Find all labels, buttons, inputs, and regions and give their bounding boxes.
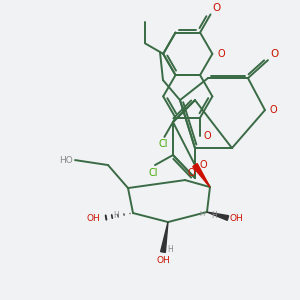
Text: OH: OH <box>230 214 243 223</box>
Polygon shape <box>193 164 210 187</box>
Text: O: O <box>270 49 279 58</box>
Text: OH: OH <box>156 256 170 265</box>
Text: O: O <box>188 168 195 178</box>
Text: H: H <box>199 211 205 217</box>
Text: O: O <box>212 3 220 13</box>
Text: O: O <box>269 105 277 115</box>
Text: H: H <box>113 211 119 220</box>
Text: O: O <box>200 160 207 170</box>
Polygon shape <box>207 212 229 220</box>
Text: H: H <box>212 211 218 220</box>
Text: Cl: Cl <box>158 139 168 149</box>
Text: O: O <box>218 49 225 59</box>
Text: O: O <box>204 131 211 141</box>
Polygon shape <box>160 222 168 252</box>
Text: OH: OH <box>86 214 100 223</box>
Text: Cl: Cl <box>149 168 158 178</box>
Text: H: H <box>167 244 173 253</box>
Text: HO: HO <box>59 156 73 165</box>
